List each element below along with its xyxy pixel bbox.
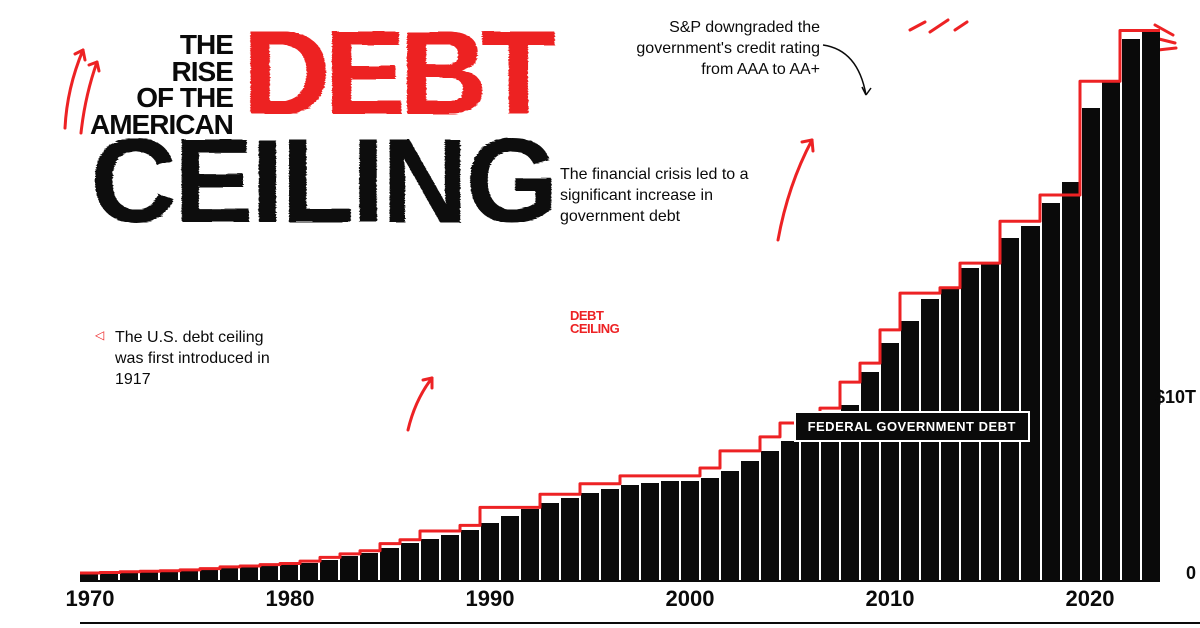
debt-ceiling-label-text: DEBT CEILING (570, 309, 630, 335)
x-tick-label: 1970 (66, 586, 115, 612)
debt-ceiling-line (80, 20, 1160, 580)
bottom-rule (80, 622, 1200, 624)
x-axis-line (80, 580, 1160, 582)
x-tick-label: 2000 (666, 586, 715, 612)
federal-debt-label: FEDERAL GOVERNMENT DEBT (794, 411, 1030, 442)
chart-area: DEBT CEILING FEDERAL GOVERNMENT DEBT (80, 20, 1160, 580)
y-label-10t: $10T (1155, 387, 1196, 408)
x-axis-labels: 197019801990200020102020 (80, 586, 1160, 614)
x-tick-label: 1990 (466, 586, 515, 612)
x-tick-label: 2020 (1066, 586, 1115, 612)
x-tick-label: 2010 (866, 586, 915, 612)
x-tick-label: 1980 (266, 586, 315, 612)
y-label-0: 0 (1186, 563, 1196, 584)
debt-ceiling-label: DEBT CEILING (570, 309, 630, 335)
